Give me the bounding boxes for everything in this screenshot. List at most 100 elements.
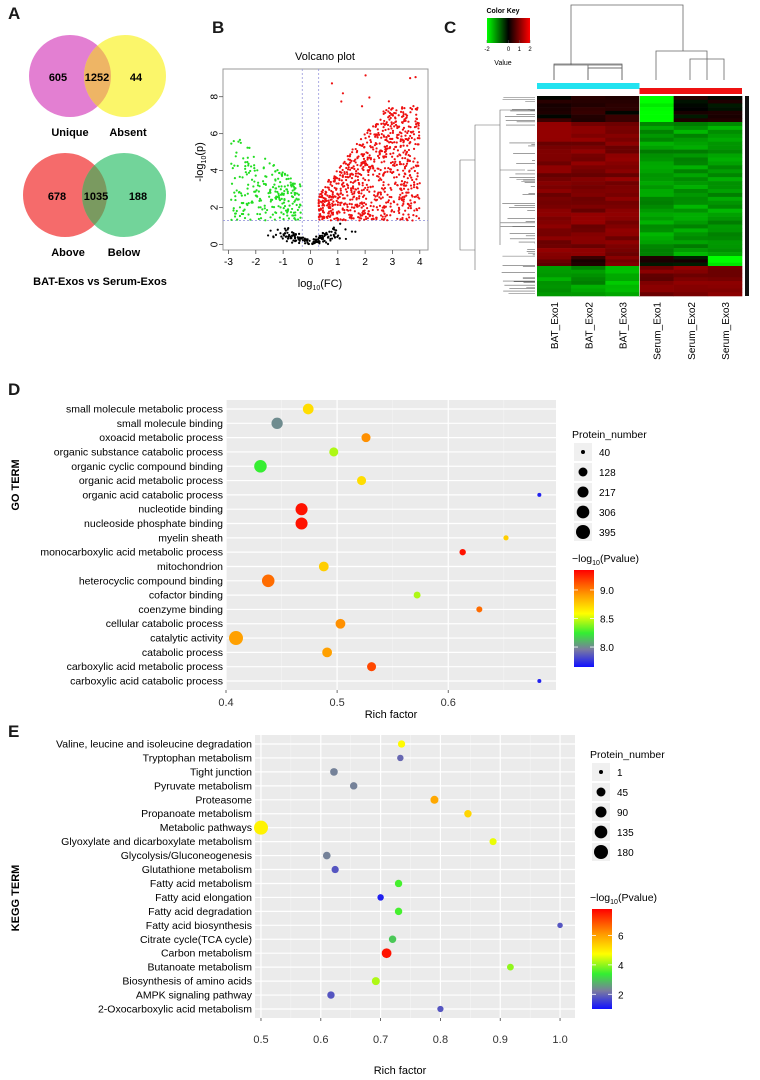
volcano-point-ns xyxy=(330,230,333,233)
volcano-point-up xyxy=(364,137,367,140)
heatmap-cell xyxy=(673,149,709,154)
heatmap-cell xyxy=(707,153,743,158)
panel-label-b: B xyxy=(212,18,225,37)
heatmap-cell xyxy=(605,240,640,245)
volcano-point-up xyxy=(376,194,379,197)
volcano-point-down xyxy=(235,209,238,213)
volcano-point-up xyxy=(414,142,417,146)
volcano-point-up xyxy=(364,164,367,167)
volcano-point-up xyxy=(366,141,369,144)
volcano-point-up xyxy=(364,74,367,77)
volcano-point-up xyxy=(375,206,378,209)
volcano-point-up xyxy=(401,157,404,160)
volcano-point-ns xyxy=(298,241,301,245)
heatmap-cell xyxy=(571,161,606,166)
volcano-point-ns xyxy=(292,231,295,235)
volcano-point-up xyxy=(398,160,401,164)
volcano-point-up xyxy=(327,212,330,215)
color-key-bar xyxy=(487,18,530,43)
volcano-point-up xyxy=(399,193,402,196)
heatmap-cell xyxy=(605,212,640,217)
volcano-point-down xyxy=(252,185,255,188)
heatmap-cell xyxy=(605,189,640,194)
volcano-point-up xyxy=(372,167,375,170)
heatmap-cell xyxy=(639,224,674,229)
volcano-point-up xyxy=(328,194,331,198)
volcano-point-up xyxy=(402,112,405,116)
heatmap-cell xyxy=(639,133,674,139)
volcano-point-up xyxy=(390,127,393,130)
volcano-point-down xyxy=(247,162,250,165)
volcano-point-up xyxy=(416,193,419,197)
volcano-point-down xyxy=(238,175,241,178)
volcano-point-down xyxy=(246,192,249,195)
heatmap-cell xyxy=(571,266,606,271)
heatmap-cell xyxy=(707,259,743,263)
volcano-point-up xyxy=(377,167,380,170)
volcano-point-down xyxy=(233,176,237,180)
volcano-point-up xyxy=(362,212,366,215)
heatmap-column-label: Serum_Exo3 xyxy=(721,302,732,360)
volcano-point-up xyxy=(391,155,394,158)
heatmap-cell xyxy=(571,204,606,210)
volcano-point-up xyxy=(317,198,320,202)
heatmap-cell xyxy=(639,173,674,178)
volcano-point-up xyxy=(352,195,356,198)
volcano-point-down xyxy=(235,151,238,154)
heatmap-cell xyxy=(537,118,572,123)
volcano-point-up xyxy=(335,211,339,214)
volcano-point-up xyxy=(375,150,378,153)
volcano-point-down xyxy=(242,209,245,212)
volcano-point-up xyxy=(407,125,410,128)
volcano-point-up xyxy=(339,174,342,177)
volcano-point-down xyxy=(248,146,251,149)
heatmap-cell xyxy=(673,169,709,174)
heatmap-cell xyxy=(673,137,709,143)
x-tick-label: 0.8 xyxy=(433,1034,448,1046)
volcano-point-up xyxy=(348,154,351,158)
term-label: coenzyme binding xyxy=(138,604,223,616)
heatmap-cell xyxy=(571,118,606,123)
volcano-point-up xyxy=(353,206,356,209)
term-label: organic acid metabolic process xyxy=(79,475,223,487)
heatmap-cell xyxy=(571,181,606,186)
volcano-point-down xyxy=(250,178,254,181)
volcano-point-up xyxy=(378,196,381,199)
volcano-point-up xyxy=(342,197,345,200)
heatmap-cell xyxy=(571,153,606,158)
heatmap-cell xyxy=(639,122,674,127)
volcano-point-up xyxy=(358,143,361,147)
volcano-point-ns xyxy=(266,234,270,237)
volcano-point-up xyxy=(350,203,353,206)
kegg-xlabel: Rich factor xyxy=(374,1065,427,1077)
heatmap-cell xyxy=(673,103,709,108)
volcano-point-up xyxy=(405,194,408,197)
heatmap-cell xyxy=(605,165,640,170)
group-bar-bat xyxy=(537,83,640,89)
volcano-point-up xyxy=(404,173,407,176)
volcano-point-ns xyxy=(283,232,287,235)
heatmap-cell xyxy=(673,281,709,286)
color-legend-label: 8.0 xyxy=(600,643,614,654)
volcano-point-up xyxy=(418,134,421,137)
volcano-point-down xyxy=(274,190,277,193)
volcano-point-ns xyxy=(282,234,286,237)
volcano-point-down xyxy=(230,182,234,185)
volcano-point-up xyxy=(402,120,406,123)
term-label: Biosynthesis of amino acids xyxy=(122,976,252,988)
heatmap-cell xyxy=(707,161,743,166)
heatmap-cell xyxy=(639,192,674,198)
term-bubble xyxy=(367,662,377,672)
heatmap-cell xyxy=(673,232,709,237)
volcano-point-down xyxy=(253,169,256,172)
heatmap-cell xyxy=(707,273,743,278)
volcano-point-up xyxy=(402,163,405,166)
volcano-point-up xyxy=(367,170,370,174)
volcano-point-up xyxy=(351,193,354,196)
volcano-point-up xyxy=(319,207,322,210)
volcano-point-up xyxy=(416,136,419,140)
volcano-point-up xyxy=(408,170,411,173)
volcano-point-ns xyxy=(318,235,321,238)
volcano-point-up xyxy=(377,133,381,136)
volcano-point-up xyxy=(415,108,419,111)
